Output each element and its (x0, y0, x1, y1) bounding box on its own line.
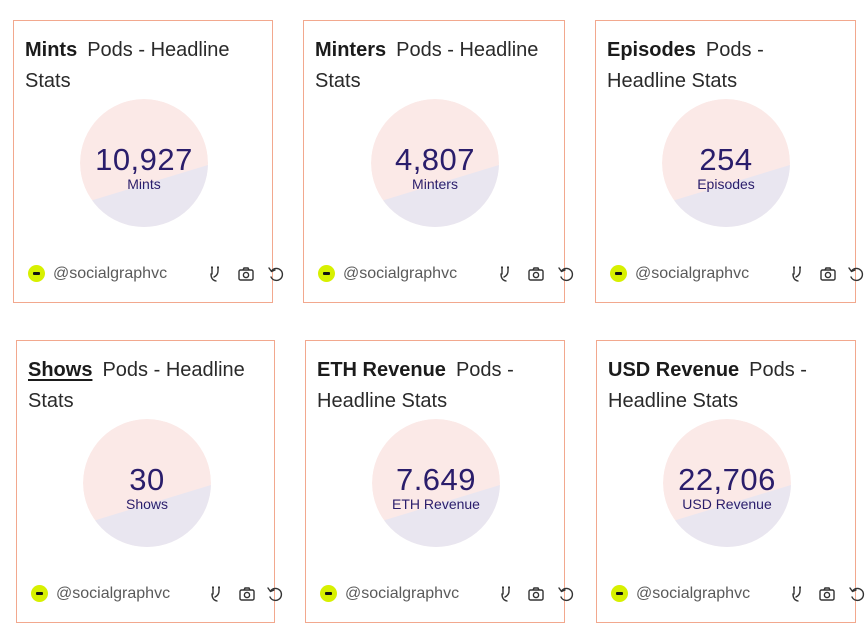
disc-background (662, 99, 790, 227)
branch-icon[interactable] (205, 264, 225, 284)
refresh-icon[interactable] (266, 264, 286, 284)
card-metric-link[interactable]: ETH Revenue (317, 359, 446, 381)
refresh-icon[interactable] (556, 264, 576, 284)
stat-value: 10,927 (95, 142, 193, 177)
stat-value: 4,807 (394, 142, 476, 177)
card-metric-link[interactable]: Mints (25, 39, 78, 61)
value-disc: 254 Episodes (662, 99, 790, 227)
stat-label: Mints (127, 176, 161, 192)
stat-label: USD Revenue (682, 496, 772, 512)
stat-value: 30 (129, 462, 165, 497)
avatar-icon[interactable] (320, 585, 337, 602)
branch-icon[interactable] (787, 584, 807, 604)
card-footer: @socialgraphvc (318, 264, 574, 284)
refresh-icon[interactable] (847, 584, 867, 604)
card-footer: @socialgraphvc (28, 264, 284, 284)
stat-label: Shows (125, 496, 169, 512)
stat-card-eth-revenue: ETH Revenue Pods - Headline Stats 7.649 E… (305, 340, 574, 623)
dashboard-name: Pods - Headline Stats (317, 359, 514, 412)
card-footer: @socialgraphvc (31, 584, 283, 604)
avatar-icon[interactable] (318, 265, 335, 282)
author-handle[interactable]: @socialgraphvc (636, 585, 751, 602)
card-metric-link[interactable]: Shows (28, 359, 93, 381)
stat-card-shows: Shows Pods - Headline Stats 30 Shows @soc… (16, 340, 283, 623)
card-title: Minters Pods - Headline Stats (315, 35, 556, 97)
dashboard-name: Pods - Headline Stats (28, 359, 245, 412)
card-title: Mints Pods - Headline Stats (25, 35, 264, 97)
dashboard-name: Pods - Headline Stats (608, 359, 807, 412)
dashboard-name: Pods - Headline Stats (25, 39, 230, 92)
camera-icon[interactable] (817, 584, 837, 604)
camera-icon[interactable] (526, 264, 546, 284)
stat-card-usd-revenue: USD Revenue Pods - Headline Stats 22,706 … (596, 340, 865, 623)
author-handle[interactable]: @socialgraphvc (56, 585, 171, 602)
stat-label: Minters (412, 176, 458, 192)
camera-icon[interactable] (818, 264, 838, 284)
card-footer: @socialgraphvc (610, 264, 864, 284)
stat-label: ETH Revenue (392, 496, 480, 512)
author-handle[interactable]: @socialgraphvc (53, 265, 168, 282)
dashboard-name: Pods - Headline Stats (607, 39, 764, 92)
card-footer: @socialgraphvc (320, 584, 574, 604)
disc-background (372, 419, 500, 547)
camera-icon[interactable] (526, 584, 546, 604)
branch-icon[interactable] (495, 264, 515, 284)
disc-background (80, 99, 208, 227)
disc-background (663, 419, 791, 547)
disc-background (83, 419, 211, 547)
avatar-icon[interactable] (28, 265, 45, 282)
stat-card-mints: Mints Pods - Headline Stats 10,927 Mints … (13, 20, 284, 303)
author-handle[interactable]: @socialgraphvc (345, 585, 460, 602)
stat-value: 22,706 (678, 462, 776, 497)
avatar-icon[interactable] (611, 585, 628, 602)
card-metric-link[interactable]: USD Revenue (608, 359, 740, 381)
refresh-icon[interactable] (265, 584, 285, 604)
card-title: USD Revenue Pods - Headline Stats (608, 355, 847, 417)
stat-label: Episodes (697, 176, 755, 192)
refresh-icon[interactable] (846, 264, 866, 284)
dashboard-name: Pods - Headline Stats (315, 39, 539, 92)
value-disc: 30 Shows (83, 419, 211, 547)
card-title: Episodes Pods - Headline Stats (607, 35, 847, 97)
stat-card-episodes: Episodes Pods - Headline Stats 254 Episod… (595, 20, 864, 303)
card-title: Shows Pods - Headline Stats (28, 355, 266, 417)
stat-card-minters: Minters Pods - Headline Stats 4,807 Minte… (303, 20, 574, 303)
refresh-icon[interactable] (556, 584, 576, 604)
value-disc: 10,927 Mints (80, 99, 208, 227)
value-disc: 4,807 Minters (371, 99, 499, 227)
avatar-icon[interactable] (610, 265, 627, 282)
stat-value: 7.649 (395, 462, 477, 497)
card-metric-link[interactable]: Episodes (607, 39, 696, 61)
author-handle[interactable]: @socialgraphvc (343, 265, 458, 282)
camera-icon[interactable] (237, 584, 257, 604)
stat-value: 254 (699, 142, 753, 177)
author-handle[interactable]: @socialgraphvc (635, 265, 750, 282)
avatar-icon[interactable] (31, 585, 48, 602)
disc-background (371, 99, 499, 227)
branch-icon[interactable] (787, 264, 807, 284)
card-footer: @socialgraphvc (611, 584, 865, 604)
card-title: ETH Revenue Pods - Headline Stats (317, 355, 556, 417)
value-disc: 22,706 USD Revenue (663, 419, 791, 547)
card-metric-link[interactable]: Minters (315, 39, 387, 61)
branch-icon[interactable] (496, 584, 516, 604)
branch-icon[interactable] (206, 584, 226, 604)
value-disc: 7.649 ETH Revenue (372, 419, 500, 547)
camera-icon[interactable] (236, 264, 256, 284)
